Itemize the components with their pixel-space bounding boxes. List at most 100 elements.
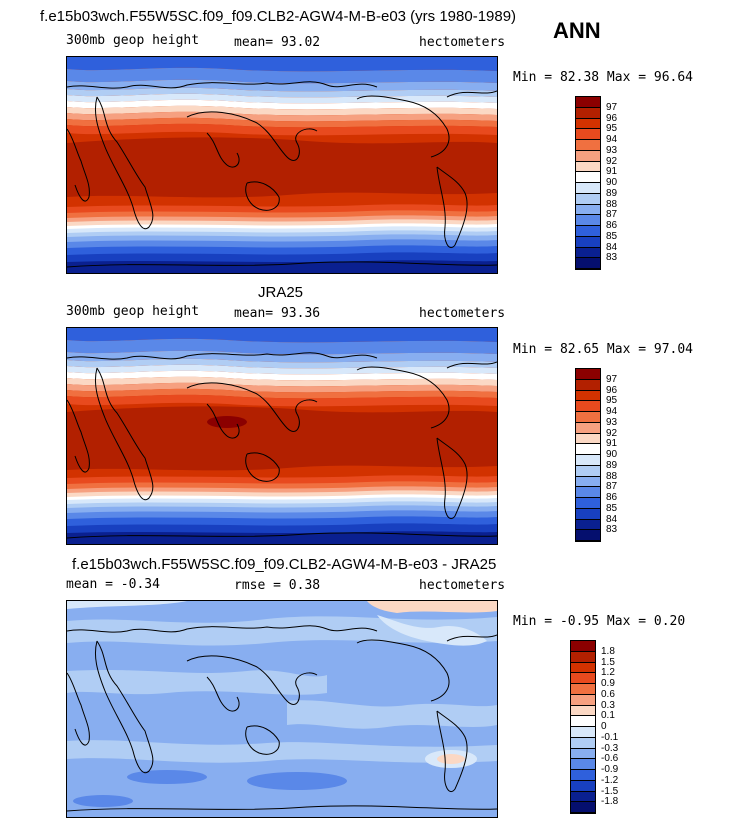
- colorbar-swatch: [576, 226, 600, 237]
- colorbar-label: -1.8: [601, 796, 619, 808]
- panel2-title: JRA25: [258, 284, 304, 301]
- colorbar-label: -1.2: [601, 774, 619, 786]
- colorbar-label: -0.1: [601, 731, 619, 743]
- colorbar-swatch: [576, 172, 600, 183]
- colorbar-label: 84: [606, 513, 618, 525]
- colorbar-label: 92: [606, 427, 618, 439]
- colorbar-label: 87: [606, 481, 618, 493]
- colorbar-swatch: [576, 487, 600, 498]
- colorbar-swatch: [571, 759, 595, 770]
- colorbar-label: 89: [606, 187, 618, 199]
- panel2-minmax: Min = 82.65 Max = 97.04: [513, 342, 694, 357]
- colorbar-swatch: [576, 258, 600, 269]
- colorbar-swatch: [576, 401, 600, 412]
- colorbar-swatch: [571, 727, 595, 738]
- colorbar-label: 90: [606, 449, 618, 460]
- panel2-units: hectometers: [419, 306, 506, 321]
- colorbar-swatch: [576, 433, 600, 445]
- panel2-map: [66, 327, 498, 545]
- panel1-title: f.e15b03wch.F55W5SC.f09_f09.CLB2-AGW4-M-…: [40, 8, 517, 25]
- colorbar-swatch: [571, 802, 595, 813]
- colorbar-label: 93: [606, 416, 618, 428]
- colorbar-label: 91: [606, 166, 618, 178]
- colorbar-swatch: [576, 118, 600, 130]
- colorbar-swatch: [576, 508, 600, 520]
- colorbar-label: 90: [606, 177, 618, 188]
- colorbar-label: 0.3: [601, 699, 615, 711]
- colorbar-label: 94: [606, 406, 618, 417]
- colorbar-swatch: [571, 651, 595, 663]
- colorbar-label: 96: [606, 112, 618, 124]
- colorbar-label: 97: [606, 373, 618, 385]
- colorbar-label: 86: [606, 492, 618, 503]
- colorbar-swatch: [576, 444, 600, 455]
- colorbar-label: -0.9: [601, 764, 619, 775]
- colorbar-label: 0.9: [601, 678, 615, 689]
- colorbar-swatch: [576, 455, 600, 466]
- colorbar-swatch: [576, 129, 600, 140]
- colorbar-label: 94: [606, 134, 618, 145]
- panel1-mean: mean= 93.02: [234, 35, 321, 50]
- colorbar-swatch: [571, 737, 595, 749]
- colorbar-label: 0: [601, 721, 607, 732]
- panel1-map: [66, 56, 498, 274]
- colorbar-label: 97: [606, 101, 618, 113]
- colorbar-label: -0.6: [601, 753, 619, 765]
- colorbar-swatch: [571, 662, 595, 674]
- colorbar-swatch: [576, 204, 600, 216]
- colorbar-swatch: [576, 519, 600, 531]
- colorbar-swatch: [571, 641, 595, 652]
- colorbar-label: 84: [606, 241, 618, 253]
- colorbar-swatch: [571, 705, 595, 717]
- panel3-title: f.e15b03wch.F55W5SC.f09_f09.CLB2-AGW4-M-…: [72, 556, 497, 573]
- colorbar-label: -0.3: [601, 742, 619, 754]
- colorbar-swatch: [576, 215, 600, 226]
- colorbar-swatch: [576, 476, 600, 488]
- season-label: ANN: [553, 18, 601, 43]
- colorbar-swatch: [576, 379, 600, 391]
- colorbar-swatch: [576, 498, 600, 509]
- colorbar-label: 0.1: [601, 710, 615, 722]
- colorbar-swatch: [576, 530, 600, 541]
- colorbar-swatch: [576, 193, 600, 205]
- colorbar-swatch: [576, 422, 600, 434]
- panel2-variable: 300mb geop height: [66, 304, 200, 319]
- colorbar-label: 1.8: [601, 645, 615, 657]
- colorbar-swatch: [576, 97, 600, 108]
- colorbar-swatch: [576, 465, 600, 477]
- colorbar-label: 89: [606, 459, 618, 471]
- panel3-rmse: rmse = 0.38: [234, 578, 321, 593]
- colorbar-swatch: [576, 390, 600, 402]
- colorbar-swatch: [571, 684, 595, 695]
- colorbar-swatch: [571, 780, 595, 792]
- panel2-mean: mean= 93.36: [234, 306, 321, 321]
- colorbar-label: 83: [606, 252, 618, 264]
- panel1-variable: 300mb geop height: [66, 33, 200, 48]
- colorbar-label: 1.2: [601, 667, 615, 679]
- panel2-colorbar: 97 96 95 94 93 92 91 90 89 88 87 86 85 84 83: [575, 368, 617, 542]
- colorbar-label: 96: [606, 384, 618, 396]
- colorbar-swatch: [571, 673, 595, 684]
- colorbar-swatch: [576, 369, 600, 380]
- colorbar-label: -1.5: [601, 785, 619, 797]
- colorbar-label: 87: [606, 209, 618, 221]
- colorbar-label: 95: [606, 395, 618, 407]
- colorbar-label: 88: [606, 470, 618, 482]
- colorbar-swatch: [576, 161, 600, 173]
- panel1-units: hectometers: [419, 35, 506, 50]
- colorbar-swatch: [576, 183, 600, 194]
- panel3-minmax: Min = -0.95 Max = 0.20: [513, 614, 686, 629]
- colorbar-swatch: [571, 748, 595, 760]
- panel3-colorbar: 1.8 1.5 1.2 0.9 0.6 0.3 0.1 0 -0.1 -0.3 -0.6 -0.9 -1…: [570, 640, 618, 814]
- colorbar-swatch: [576, 236, 600, 248]
- colorbar-swatch: [571, 770, 595, 781]
- colorbar-swatch: [576, 107, 600, 119]
- colorbar-label: 93: [606, 144, 618, 156]
- colorbar-label: 85: [606, 502, 618, 514]
- panel1-colorbar: 97 96 95 94 93 92 91 90 89 88 87 86 85 84 83: [575, 96, 617, 270]
- colorbar-swatch: [576, 412, 600, 423]
- panel3-map: [66, 600, 498, 818]
- colorbar-label: 92: [606, 155, 618, 167]
- colorbar-label: 86: [606, 220, 618, 231]
- panel1-minmax: Min = 82.38 Max = 96.64: [513, 70, 694, 85]
